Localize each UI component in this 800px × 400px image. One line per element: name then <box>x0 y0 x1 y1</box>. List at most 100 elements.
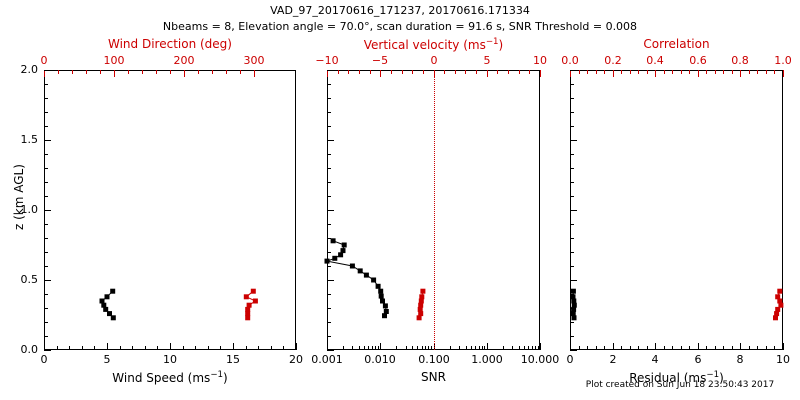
y-axis-tick <box>327 70 334 71</box>
x-axis-tick <box>672 346 673 350</box>
x-axis-tick <box>417 346 418 350</box>
x-axis-tick-top <box>706 70 707 74</box>
x-axis-tick-top <box>487 70 488 77</box>
series-marker <box>330 238 336 244</box>
y-axis-tick <box>570 112 574 113</box>
figure-title: VAD_97_20170616_171237, 20170616.171334 <box>270 4 530 17</box>
x-axis-tick <box>587 346 588 350</box>
series-marker <box>382 313 387 319</box>
y-axis-tick <box>327 140 334 141</box>
series-marker <box>357 268 363 274</box>
x-axis-tick-top <box>732 70 733 74</box>
series-marker <box>775 306 781 312</box>
x-axis-tick <box>271 346 272 350</box>
x-axis-tick-top <box>370 70 371 74</box>
y-axis-tick <box>44 350 51 351</box>
y-axis-tick <box>327 238 331 239</box>
x-axis-tick-top <box>142 70 143 74</box>
x-axis-tick <box>368 346 369 350</box>
x-axis-title-top: Vertical velocity (ms−1) <box>363 37 504 52</box>
x-axis-tick-top <box>455 70 456 74</box>
y-axis-tick <box>327 336 331 337</box>
x-axis-tick <box>647 346 648 350</box>
x-axis-tick-top <box>170 70 171 74</box>
y-axis-tick <box>44 294 48 295</box>
x-axis-tick <box>375 346 376 350</box>
series-marker <box>250 288 256 294</box>
series-marker <box>571 298 577 304</box>
x-tick-label-top: 0.2 <box>604 54 622 67</box>
x-axis-tick <box>466 346 467 350</box>
y-axis-tick <box>44 70 51 71</box>
x-axis-title: Residual (ms−1) <box>629 370 724 385</box>
y-axis-tick <box>570 98 574 99</box>
x-axis-tick <box>327 343 328 350</box>
y-axis-tick <box>327 98 331 99</box>
x-axis-tick-top <box>630 70 631 74</box>
x-axis-tick <box>69 346 70 350</box>
x-axis-tick <box>706 346 707 350</box>
x-axis-tick-top <box>749 70 750 74</box>
figure-subtitle: Nbeams = 8, Elevation angle = 70.0°, sca… <box>162 20 638 33</box>
series-marker <box>363 272 369 278</box>
x-axis-tick <box>246 346 247 350</box>
y-axis-tick <box>44 224 48 225</box>
series-marker <box>773 315 778 321</box>
x-axis-tick-top <box>128 70 129 74</box>
x-axis-tick-top <box>766 70 767 74</box>
y-axis-tick <box>570 266 574 267</box>
x-tick-label: 0.010 <box>364 353 396 366</box>
x-axis-tick <box>613 343 614 350</box>
series-marker <box>382 303 388 309</box>
y-axis-tick <box>327 308 331 309</box>
x-tick-label: 10 <box>776 353 790 366</box>
y-axis-tick <box>44 112 48 113</box>
x-axis-tick-top <box>672 70 673 74</box>
axes-frame <box>327 70 540 350</box>
x-tick-label: 5 <box>103 353 111 366</box>
x-axis-tick <box>57 346 58 350</box>
x-axis-tick <box>475 346 476 350</box>
x-axis-title: SNR <box>421 370 446 384</box>
x-axis-tick <box>422 346 423 350</box>
x-tick-label: 0.001 <box>311 353 343 366</box>
series-layer <box>324 238 426 321</box>
x-axis-title: Wind Speed (ms−1) <box>112 370 228 385</box>
x-axis-tick <box>208 346 209 350</box>
x-axis-tick <box>471 346 472 350</box>
y-axis-tick <box>44 168 48 169</box>
y-axis-tick <box>327 252 331 253</box>
series-marker <box>332 255 338 261</box>
x-axis-tick-top <box>327 70 328 77</box>
data-series-wind-direction <box>243 288 258 321</box>
y-tick-label: 1.0 <box>20 203 39 216</box>
series-marker <box>378 293 384 299</box>
x-tick-label: 0 <box>566 353 574 366</box>
x-axis-tick-top <box>465 70 466 74</box>
series-marker <box>246 302 252 308</box>
x-axis-tick <box>459 346 460 350</box>
x-axis-tick-top <box>402 70 403 74</box>
series-marker <box>252 298 258 304</box>
y-axis-tick <box>327 210 334 211</box>
y-axis-tick <box>44 182 48 183</box>
y-axis-tick <box>570 350 577 351</box>
series-marker <box>418 302 424 308</box>
x-tick-label-top: −10 <box>315 54 339 67</box>
x-axis-tick-top <box>681 70 682 74</box>
x-axis-tick-top <box>508 70 509 74</box>
y-axis-tick <box>327 182 331 183</box>
x-axis-tick-top <box>596 70 597 74</box>
x-axis-tick <box>579 346 580 350</box>
x-axis-tick-top <box>497 70 498 74</box>
x-axis-tick-top <box>540 70 541 77</box>
series-marker <box>778 302 784 308</box>
series-marker <box>774 311 780 317</box>
x-axis-tick-top <box>689 70 690 74</box>
series-layer <box>570 288 784 321</box>
x-axis-tick-top <box>156 70 157 74</box>
y-axis-tick <box>327 280 334 281</box>
series-marker <box>383 309 389 314</box>
x-tick-label: 6 <box>694 353 702 366</box>
x-axis-tick-top <box>226 70 227 74</box>
